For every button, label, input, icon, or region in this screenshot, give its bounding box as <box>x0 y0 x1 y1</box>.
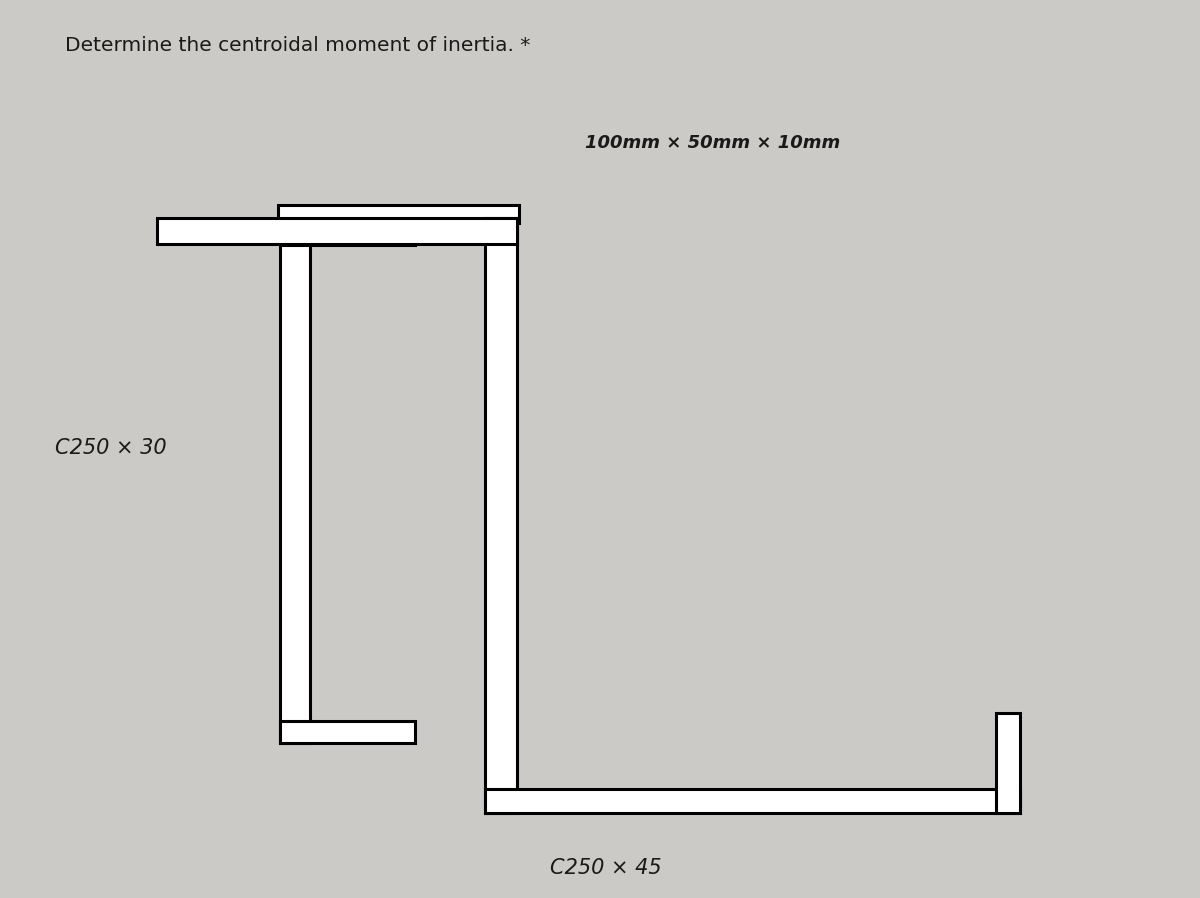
Bar <box>280 223 310 743</box>
Bar <box>485 789 1020 813</box>
Bar <box>157 218 517 244</box>
Bar <box>280 223 415 245</box>
Text: C250 × 30: C250 × 30 <box>55 438 167 458</box>
Bar <box>485 218 517 813</box>
Text: 100mm × 50mm × 10mm: 100mm × 50mm × 10mm <box>586 134 840 152</box>
Bar <box>278 205 520 223</box>
Bar <box>280 721 415 743</box>
Text: C250 × 45: C250 × 45 <box>550 858 661 878</box>
Text: Determine the centroidal moment of inertia. *: Determine the centroidal moment of inert… <box>65 36 530 55</box>
Bar <box>996 713 1020 813</box>
